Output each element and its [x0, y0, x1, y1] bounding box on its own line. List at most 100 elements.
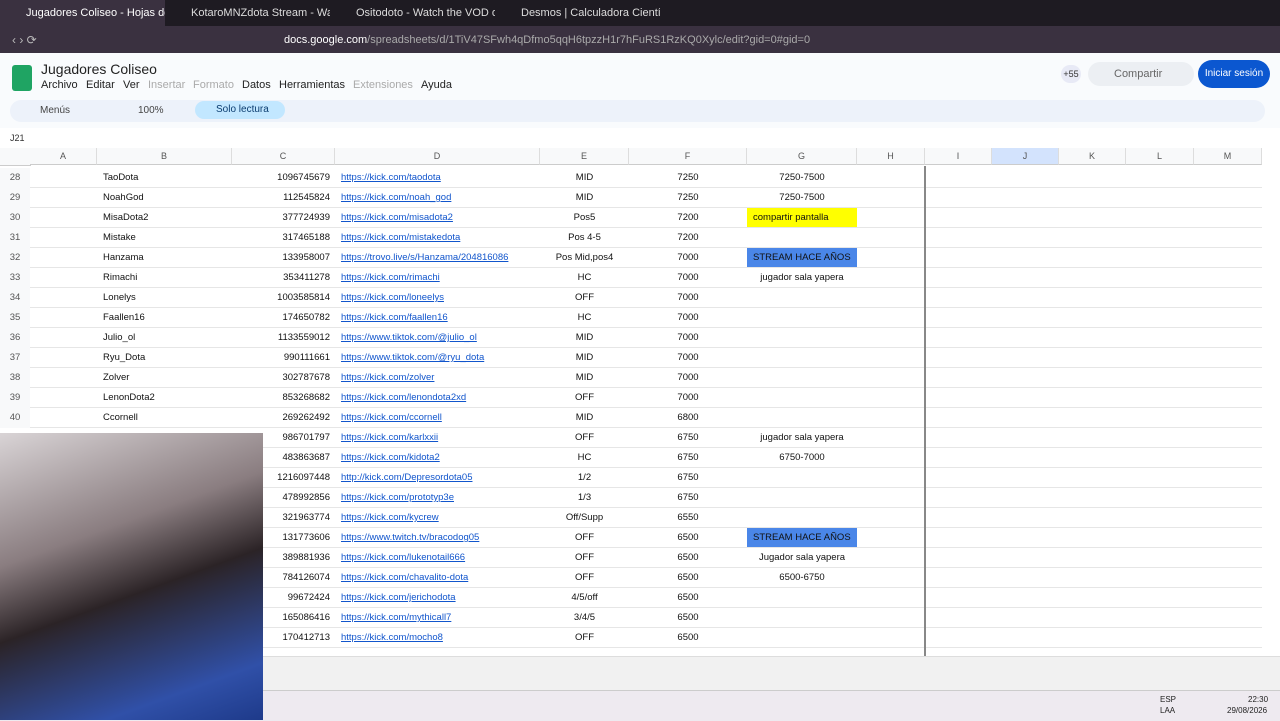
stream-link[interactable]: https://kick.com/jerichodota	[341, 592, 456, 603]
column-header[interactable]: D	[335, 148, 540, 165]
player-name: Hanzama	[103, 252, 144, 263]
menu-item[interactable]: Archivo	[41, 79, 78, 91]
row-line	[0, 487, 1262, 488]
stream-link[interactable]: http://kick.com/Depresordota05	[341, 472, 473, 483]
tab[interactable]: KotaroMNZdota Stream - Watch Live	[191, 7, 330, 19]
frozen-divider	[924, 166, 926, 656]
share-button[interactable]: Compartir	[1088, 62, 1194, 86]
mmr: 7000	[677, 352, 699, 363]
menus-search[interactable]: Menús	[40, 105, 71, 116]
column-header[interactable]: G	[747, 148, 857, 165]
row-line	[0, 287, 1262, 288]
column-header[interactable]: H	[857, 148, 925, 165]
row-line	[0, 227, 1262, 228]
menu-item[interactable]: Ayuda	[421, 79, 452, 91]
zoom[interactable]: 100%	[138, 105, 164, 116]
clock-time: 22:30	[1248, 695, 1269, 704]
column-header[interactable]: C	[232, 148, 335, 165]
stream-link[interactable]: https://kick.com/prototyp3e	[341, 492, 454, 503]
stream-link[interactable]: https://kick.com/karlxxii	[341, 432, 439, 443]
column-header[interactable]: I	[925, 148, 992, 165]
mmr: 7000	[677, 252, 699, 263]
stream-link[interactable]: https://trovo.live/s/Hanzama/204816086	[341, 252, 509, 263]
position: MID	[575, 412, 594, 423]
mmr: 7250	[677, 172, 699, 183]
player-name: Ryu_Dota	[103, 352, 146, 363]
menu-item[interactable]: Datos	[242, 79, 271, 91]
position: Pos Mid,pos4	[555, 252, 614, 263]
player-id: 317465188	[282, 232, 330, 243]
menu-item[interactable]: Herramientas	[279, 79, 346, 91]
read-only-badge[interactable]: Solo lectura	[195, 101, 285, 119]
tab[interactable]: Desmos | Calculadora Científica	[521, 7, 660, 19]
stream-link[interactable]: https://kick.com/mistakedota	[341, 232, 461, 243]
row-number: 38	[0, 368, 30, 388]
row-number: 28	[0, 168, 30, 188]
player-id: 990111661	[283, 352, 330, 363]
mmr: 7000	[677, 312, 699, 323]
stream-link[interactable]: https://www.twitch.tv/bracodog05	[341, 532, 480, 543]
column-header[interactable]: L	[1126, 148, 1194, 165]
tab[interactable]: Jugadores Coliseo - Hojas de cálc	[0, 0, 165, 26]
stream-link[interactable]: https://www.tiktok.com/@julio_ol	[341, 332, 477, 343]
sign-in-button[interactable]: Iniciar sesión	[1198, 60, 1270, 88]
position: HC	[577, 452, 592, 463]
stream-link[interactable]: https://kick.com/lenondota2xd	[341, 392, 467, 403]
mmr: 6750	[677, 472, 699, 483]
stream-link[interactable]: https://kick.com/noah_god	[341, 192, 452, 203]
address-bar: ‹ › ⟳	[0, 26, 1280, 53]
tab[interactable]: Ositodoto - Watch the VOD on Kick	[356, 7, 495, 19]
column-header[interactable]: B	[97, 148, 232, 165]
stream-link[interactable]: https://kick.com/lukenotail666	[341, 552, 466, 563]
note: STREAM HACE AÑOS	[747, 528, 857, 547]
row-line	[0, 307, 1262, 308]
position: 1/2	[577, 472, 592, 483]
position: MID	[575, 352, 594, 363]
player-id: 377724939	[282, 212, 330, 223]
stream-link[interactable]: https://kick.com/faallen16	[341, 312, 448, 323]
stream-link[interactable]: https://kick.com/taodota	[341, 172, 441, 183]
mmr: 7000	[677, 392, 699, 403]
note: jugador sala yapera	[760, 272, 844, 283]
stream-link[interactable]: https://kick.com/kidota2	[341, 452, 440, 463]
position: Pos 4-5	[568, 232, 601, 243]
menu-item[interactable]: Ver	[123, 79, 140, 91]
stream-link[interactable]: https://kick.com/zolver	[341, 372, 435, 383]
stream-link[interactable]: https://kick.com/misadota2	[341, 212, 453, 223]
position: MID	[575, 192, 594, 203]
position: Pos5	[573, 212, 596, 223]
stream-link[interactable]: https://kick.com/ccornell	[341, 412, 442, 423]
url[interactable]: docs.google.com/spreadsheets/d/1TiV47SFw…	[284, 32, 984, 48]
stream-link[interactable]: https://kick.com/mythicall7	[341, 612, 452, 623]
position: 1/3	[577, 492, 592, 503]
column-header[interactable]: K	[1059, 148, 1126, 165]
mmr: 6500	[677, 612, 699, 623]
nav-buttons[interactable]: ‹ › ⟳	[12, 33, 37, 47]
stream-link[interactable]: https://kick.com/kycrew	[341, 512, 439, 523]
more-users[interactable]: +55	[1061, 65, 1081, 83]
menu-item: Formato	[193, 79, 234, 91]
column-header[interactable]: F	[629, 148, 747, 165]
stream-link[interactable]: https://www.tiktok.com/@ryu_dota	[341, 352, 485, 363]
player-id: 1096745679	[277, 172, 330, 183]
toolbar	[10, 100, 1265, 122]
row-line	[0, 367, 1262, 368]
mmr: 6550	[677, 512, 699, 523]
position: OFF	[575, 432, 594, 443]
stream-link[interactable]: https://kick.com/rimachi	[341, 272, 440, 283]
column-header[interactable]: E	[540, 148, 629, 165]
position: OFF	[575, 392, 594, 403]
row-line	[0, 327, 1262, 328]
column-header[interactable]: J	[992, 148, 1059, 165]
row-number: 40	[0, 408, 30, 428]
lang[interactable]: ESP	[1160, 695, 1177, 704]
stream-link[interactable]: https://kick.com/loneelys	[341, 292, 444, 303]
mmr: 7000	[677, 272, 699, 283]
row-line	[0, 527, 1262, 528]
menu-item[interactable]: Editar	[86, 79, 115, 91]
stream-link[interactable]: https://kick.com/chavalito-dota	[341, 572, 469, 583]
position: OFF	[575, 632, 594, 643]
column-header[interactable]: M	[1194, 148, 1262, 165]
column-header[interactable]: A	[30, 148, 97, 165]
stream-link[interactable]: https://kick.com/mocho8	[341, 632, 443, 643]
